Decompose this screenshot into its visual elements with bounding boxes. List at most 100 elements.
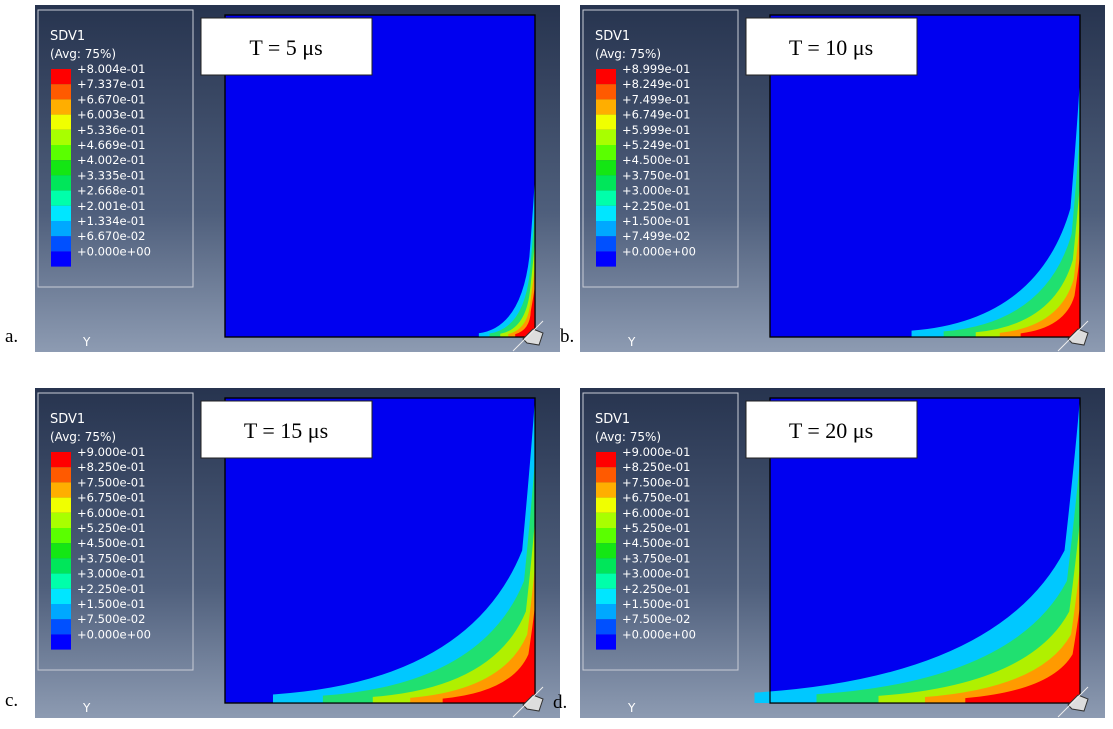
legend-label: +1.334e-01 — [77, 214, 145, 228]
contour-band — [943, 130, 1080, 337]
legend-label: +5.999e-01 — [622, 123, 690, 137]
legend-box — [582, 392, 739, 671]
legend-swatch — [596, 175, 616, 191]
legend-label: +1.500e-01 — [622, 214, 690, 228]
legend-label: +4.500e-01 — [622, 153, 690, 167]
plate-outline — [224, 14, 536, 338]
legend-label: +8.250e-01 — [77, 460, 145, 474]
legend-box — [37, 9, 194, 288]
legend-swatch — [51, 236, 71, 252]
legend-label: +7.500e-01 — [77, 475, 145, 489]
legend-title: SDV1 — [50, 412, 85, 427]
contour-band — [911, 79, 1080, 338]
time-label: T = 10 μs — [789, 35, 873, 60]
legend-label: +5.336e-01 — [77, 123, 145, 137]
panel: SDV1(Avg: 75%)+8.999e-01+8.249e-01+7.499… — [580, 5, 1105, 352]
triad-axis — [512, 686, 544, 718]
panel: SDV1(Avg: 75%)+8.004e-01+7.337e-01+6.670… — [35, 5, 560, 352]
time-label: T = 15 μs — [244, 418, 328, 443]
contour-band — [816, 459, 1080, 703]
legend-swatch — [596, 512, 616, 528]
legend-swatch — [51, 528, 71, 544]
view-triad — [1067, 694, 1089, 712]
legend-label: +8.999e-01 — [622, 62, 690, 76]
legend-swatch — [596, 69, 616, 85]
panel-letter: d. — [553, 692, 567, 713]
legend-swatch — [51, 452, 71, 468]
triad-axis — [1057, 686, 1089, 718]
legend-swatch — [51, 604, 71, 620]
legend-label: +2.250e-01 — [77, 582, 145, 596]
legend-label: +8.249e-01 — [622, 77, 690, 91]
legend-title: SDV1 — [50, 29, 85, 44]
legend-label: +6.749e-01 — [622, 108, 690, 122]
legend-label: +8.004e-01 — [77, 62, 145, 76]
panel: SDV1(Avg: 75%)+9.000e-01+8.250e-01+7.500… — [580, 388, 1105, 718]
legend-box — [37, 392, 194, 671]
legend-swatch — [596, 634, 616, 650]
legend-swatch — [51, 84, 71, 100]
panel-letter: b. — [560, 326, 574, 347]
legend-box — [582, 9, 739, 288]
legend-label: +3.750e-01 — [622, 551, 690, 565]
legend-swatch — [596, 145, 616, 161]
legend-label: +7.500e-01 — [622, 475, 690, 489]
legend-label: +0.000e+00 — [622, 627, 696, 641]
legend-swatch — [596, 236, 616, 252]
legend-label: +5.250e-01 — [77, 521, 145, 535]
legend-swatch — [51, 145, 71, 161]
contour-band — [442, 605, 535, 703]
time-box — [745, 400, 918, 459]
contour-band — [500, 240, 535, 337]
legend-label: +3.750e-01 — [622, 168, 690, 182]
legend-swatch — [596, 221, 616, 237]
legend-swatch — [596, 482, 616, 498]
legend-swatch — [596, 497, 616, 513]
legend-label: +7.337e-01 — [77, 77, 145, 91]
legend-label: +2.001e-01 — [77, 199, 145, 213]
legend-label: +0.000e+00 — [77, 244, 151, 258]
time-label: T = 20 μs — [789, 418, 873, 443]
legend-swatch — [51, 467, 71, 483]
legend-swatch — [51, 190, 71, 206]
contour-band — [272, 398, 535, 703]
contour-band — [322, 459, 535, 703]
contour-band — [489, 208, 535, 337]
legend-swatch — [596, 528, 616, 544]
contour-band — [1020, 254, 1080, 337]
legend-swatch — [51, 543, 71, 559]
legend-label: +7.499e-02 — [622, 229, 690, 243]
legend-swatch — [596, 558, 616, 574]
legend-swatch — [596, 452, 616, 468]
legend-label: +6.750e-01 — [622, 491, 690, 505]
panel-letter: c. — [5, 690, 18, 711]
legend-subtitle: (Avg: 75%) — [595, 430, 661, 444]
legend-label: +7.499e-01 — [622, 92, 690, 106]
legend-label: +7.500e-02 — [622, 612, 690, 626]
axis-label: Y — [82, 335, 91, 349]
contour-band — [372, 520, 535, 703]
legend-label: +4.500e-01 — [622, 536, 690, 550]
legend-swatch — [596, 619, 616, 635]
legend-label: +1.500e-01 — [622, 597, 690, 611]
legend-swatch — [596, 160, 616, 176]
legend-swatch — [51, 114, 71, 130]
legend-swatch — [596, 99, 616, 115]
legend-swatch — [51, 251, 71, 267]
time-box — [200, 400, 373, 459]
legend-swatch — [596, 129, 616, 145]
legend-label: +8.250e-01 — [622, 460, 690, 474]
legend-label: +5.250e-01 — [622, 521, 690, 535]
plate-outline — [769, 14, 1081, 338]
triad-axis — [512, 320, 544, 352]
legend-label: +9.000e-01 — [622, 445, 690, 459]
contour-band — [925, 565, 1080, 703]
axis-label: Y — [82, 701, 91, 715]
legend-swatch — [51, 634, 71, 650]
time-box — [745, 17, 918, 76]
legend-label: +7.500e-02 — [77, 612, 145, 626]
legend-swatch — [51, 558, 71, 574]
legend-swatch — [596, 467, 616, 483]
legend-swatch — [51, 205, 71, 221]
legend-label: +3.335e-01 — [77, 168, 145, 182]
